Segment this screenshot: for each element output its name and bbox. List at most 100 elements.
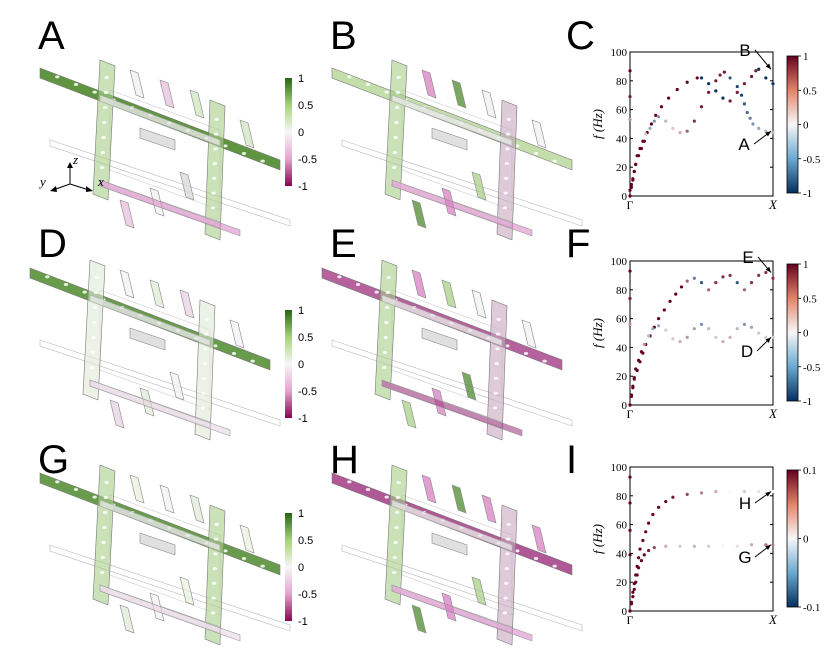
data-point — [628, 553, 632, 557]
bolt-hole — [515, 144, 520, 148]
bolt-hole — [393, 136, 398, 139]
data-point — [628, 188, 632, 192]
data-point — [721, 544, 725, 548]
y-tick-label: 40 — [616, 342, 628, 354]
bolt-hole — [45, 275, 50, 279]
resonator-flap — [149, 279, 165, 309]
data-point — [692, 544, 696, 548]
left-vertical-beam — [384, 464, 408, 606]
mode-colorbar-tick-label: 0 — [298, 127, 304, 139]
data-point — [735, 84, 739, 89]
bolt-hole — [394, 526, 399, 529]
mode-annotation-label: D — [741, 342, 753, 361]
resonator-flap — [421, 69, 437, 99]
triad-x-arrow — [69, 183, 90, 191]
bolt-hole — [506, 117, 511, 121]
x-tick-label: Γ — [627, 613, 634, 627]
data-point — [664, 328, 668, 332]
resonator-flap — [109, 399, 125, 429]
mode-annotation-label: E — [742, 248, 753, 267]
panel-letter-c: C — [566, 14, 595, 58]
chart-c: 0 20 40 60 80 100 Γ Xf (Hz) 1 0.5 0 -0.5 -1 B A — [590, 41, 821, 212]
mode-colorbar-d: 1 0.5 0 -0.5 -1 — [285, 305, 317, 425]
mode-shape — [39, 59, 291, 241]
bolt-hole — [104, 481, 109, 484]
resonator-flap — [471, 171, 487, 201]
mode-shape — [29, 259, 281, 441]
chart-f: 0 20 40 60 80 100 Γ Xf (Hz) 1 0.5 0 -0.5 -1 E D — [590, 248, 821, 421]
bolt-hole — [347, 75, 352, 79]
data-point — [628, 118, 632, 122]
right-vertical-beam — [194, 299, 216, 441]
data-point — [631, 590, 635, 594]
mode-shape — [331, 59, 583, 241]
data-point — [636, 566, 641, 570]
data-point — [685, 279, 689, 283]
data-point — [628, 609, 632, 613]
bolt-hole — [102, 511, 108, 514]
bolt-hole — [355, 283, 361, 286]
data-point — [692, 327, 696, 331]
data-point — [657, 317, 661, 321]
bolt-hole — [505, 132, 511, 136]
y-axis-label: f (Hz) — [590, 524, 605, 554]
lower-beam — [89, 379, 231, 437]
bolt-hole — [392, 151, 398, 154]
x-tick-label: X — [768, 406, 778, 421]
bolt-hole — [201, 376, 207, 380]
mode-colorbar-tick-label: -0.5 — [298, 386, 317, 398]
bolt-hole — [99, 166, 105, 169]
resonator-flap — [401, 399, 417, 429]
bolt-hole — [382, 351, 388, 354]
y-tick-label: 60 — [616, 105, 628, 117]
resonator-flap — [239, 119, 255, 149]
data-point — [771, 489, 775, 494]
data-point — [644, 530, 648, 534]
data-point — [628, 403, 632, 407]
bolt-hole — [92, 321, 97, 324]
bolt-hole — [496, 317, 501, 321]
bolt-hole — [213, 537, 219, 541]
bolt-hole — [55, 480, 60, 484]
bolt-hole — [73, 488, 79, 491]
panel-letter-d: D — [38, 222, 67, 266]
data-point — [692, 119, 696, 123]
resonator-flap — [471, 576, 487, 606]
center-hub — [139, 532, 176, 556]
triad-x-arrowhead — [86, 186, 93, 192]
data-point — [749, 74, 754, 79]
bolt-hole — [384, 321, 389, 324]
bolt-hole — [505, 147, 510, 151]
mode-colorbar-g: 1 0.5 0 -0.5 -1 — [285, 508, 317, 628]
bolt-hole — [214, 117, 219, 121]
data-point — [751, 122, 755, 126]
bolt-hole — [92, 495, 97, 499]
y-tick-label: 0 — [622, 606, 628, 618]
bolt-hole — [396, 76, 401, 79]
data-point — [678, 544, 682, 548]
y-tick-label: 60 — [616, 520, 628, 532]
data-point — [735, 327, 739, 331]
bolt-hole — [90, 351, 96, 354]
mode-colorbar-gradient — [285, 310, 292, 418]
data-point — [657, 115, 661, 119]
bolt-hole — [392, 556, 398, 559]
data-point — [671, 337, 675, 341]
data-point — [714, 89, 718, 93]
mode-colorbar-a: 1 0.5 0 -0.5 -1 — [285, 73, 317, 193]
resonator-flap — [179, 171, 195, 201]
x-tick-label: Γ — [627, 407, 634, 421]
bolt-hole — [394, 121, 399, 124]
data-point — [659, 105, 664, 109]
data-point — [757, 273, 761, 277]
bolt-hole — [386, 276, 391, 279]
right-vertical-beam — [486, 299, 508, 441]
mode-annotation-label: B — [739, 41, 750, 60]
data-point — [742, 288, 747, 292]
data-point — [771, 131, 775, 135]
data-point — [757, 331, 761, 335]
resonator-flap — [411, 604, 427, 634]
bolt-hole — [201, 391, 206, 395]
data-point — [764, 543, 768, 547]
bolt-hole — [92, 306, 98, 309]
